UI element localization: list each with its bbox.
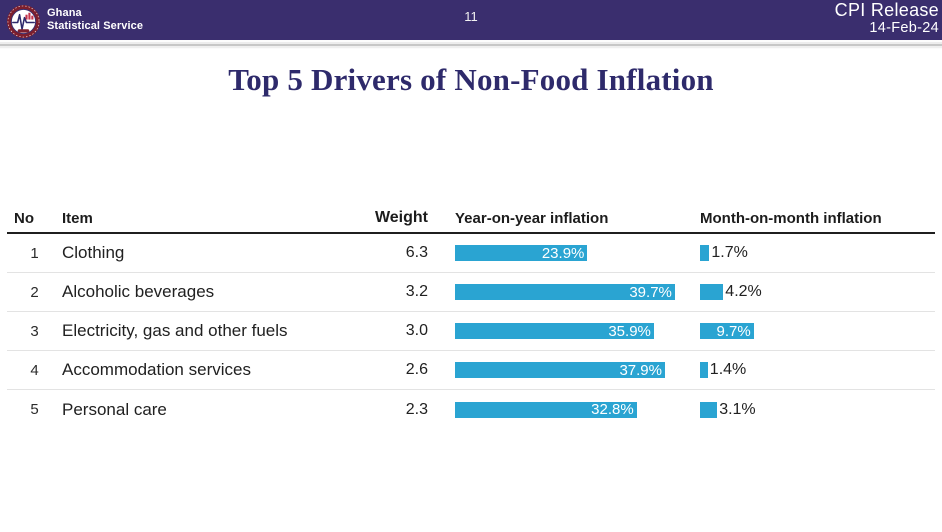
table-row: 3 Electricity, gas and other fuels 3.0 3… (7, 312, 935, 351)
row-number: 4 (30, 361, 39, 379)
table-row: 4 Accommodation services 2.6 37.9% 1.4% … (7, 351, 935, 390)
mom-bar: 1.7% (700, 245, 710, 261)
yoy-cell: 39.7% (430, 283, 690, 301)
org-name-line2: Statistical Service (47, 20, 144, 32)
top-banner: Ghana Statistical Service 11 CPI Release… (0, 0, 942, 40)
weight-value: 2.3 (405, 400, 428, 418)
item-name: Alcoholic beverages (62, 282, 215, 301)
weight-value: 2.6 (405, 361, 428, 378)
yoy-cell: 32.8% (430, 401, 690, 418)
page-number: 11 (464, 9, 478, 24)
weight-value: 3.2 (405, 283, 428, 300)
yoy-bar: 37.9% (455, 361, 665, 379)
release-date: 14-Feb-24 (869, 19, 939, 36)
yoy-bar-label: 37.9% (619, 361, 662, 379)
mom-value-label: 1.4% (709, 361, 747, 378)
table-row: 2 Alcoholic beverages 3.2 39.7% 4.2% 4.2… (7, 273, 935, 312)
slide-title: Top 5 Drivers of Non-Food Inflation (228, 62, 714, 97)
mom-bar: 4.2% (700, 284, 724, 300)
table-header-row: No Item Weight Year-on-year inflation Mo… (7, 204, 935, 234)
mom-value-label: 1.7% (711, 244, 748, 261)
yoy-bar-label: 35.9% (608, 322, 651, 340)
yoy-bar-label: 23.9% (541, 244, 585, 262)
gss-brand: Ghana Statistical Service (0, 2, 143, 39)
mom-bar-label: 9.7% (716, 322, 751, 340)
mom-cell: 1.7% 1.7% (690, 244, 935, 262)
table-row: 1 Clothing 6.3 23.9% 1.7% 1.7% (7, 234, 935, 273)
release-title: CPI Release (834, 0, 939, 20)
mom-cell: 3.1% 3.1% (690, 401, 935, 419)
gss-logo-icon (6, 4, 41, 38)
mom-value-label: 3.1% (719, 400, 756, 418)
table-row: 5 Personal care 2.3 32.8% 3.1% 3.1% (7, 390, 935, 429)
mom-value-label: 4.2% (725, 283, 762, 300)
row-number: 5 (30, 401, 39, 418)
yoy-bar-label: 32.8% (591, 401, 634, 418)
yoy-bar-label: 39.7% (629, 283, 672, 301)
weight-value: 6.3 (405, 244, 428, 261)
row-number: 3 (30, 322, 39, 340)
inflation-table: No Item Weight Year-on-year inflation Mo… (7, 204, 935, 429)
banner-divider (0, 40, 942, 49)
row-number: 1 (30, 244, 39, 262)
item-name: Personal care (62, 399, 167, 419)
yoy-cell: 23.9% (430, 244, 690, 262)
mom-cell: 1.4% 1.4% (690, 361, 935, 379)
col-header-mom: Month-on-month inflation (700, 209, 882, 227)
yoy-cell: 37.9% (430, 361, 690, 379)
item-name: Accommodation services (62, 360, 251, 379)
mom-cell: 9.7% 9.7% (690, 322, 935, 340)
yoy-cell: 35.9% (430, 322, 690, 340)
row-number: 2 (30, 283, 39, 301)
org-name: Ghana Statistical Service (47, 7, 143, 33)
col-header-yoy: Year-on-year inflation (455, 209, 609, 227)
mom-bar: 9.7% (700, 322, 754, 340)
org-name-line1: Ghana (47, 7, 82, 19)
mom-cell: 4.2% 4.2% (690, 283, 935, 301)
mom-bar: 1.4% (700, 362, 708, 378)
col-header-no: No (14, 209, 34, 227)
yoy-bar: 23.9% (455, 244, 588, 262)
yoy-bar: 32.8% (455, 401, 637, 418)
item-name: Electricity, gas and other fuels (62, 321, 288, 340)
item-name: Clothing (62, 243, 125, 262)
weight-value: 3.0 (405, 322, 428, 339)
yoy-bar: 39.7% (455, 283, 675, 301)
col-header-weight: Weight (374, 209, 428, 226)
col-header-item: Item (62, 209, 93, 227)
mom-bar: 3.1% (700, 401, 718, 418)
yoy-bar: 35.9% (455, 322, 654, 340)
release-info: CPI Release 14-Feb-24 (834, 0, 939, 37)
